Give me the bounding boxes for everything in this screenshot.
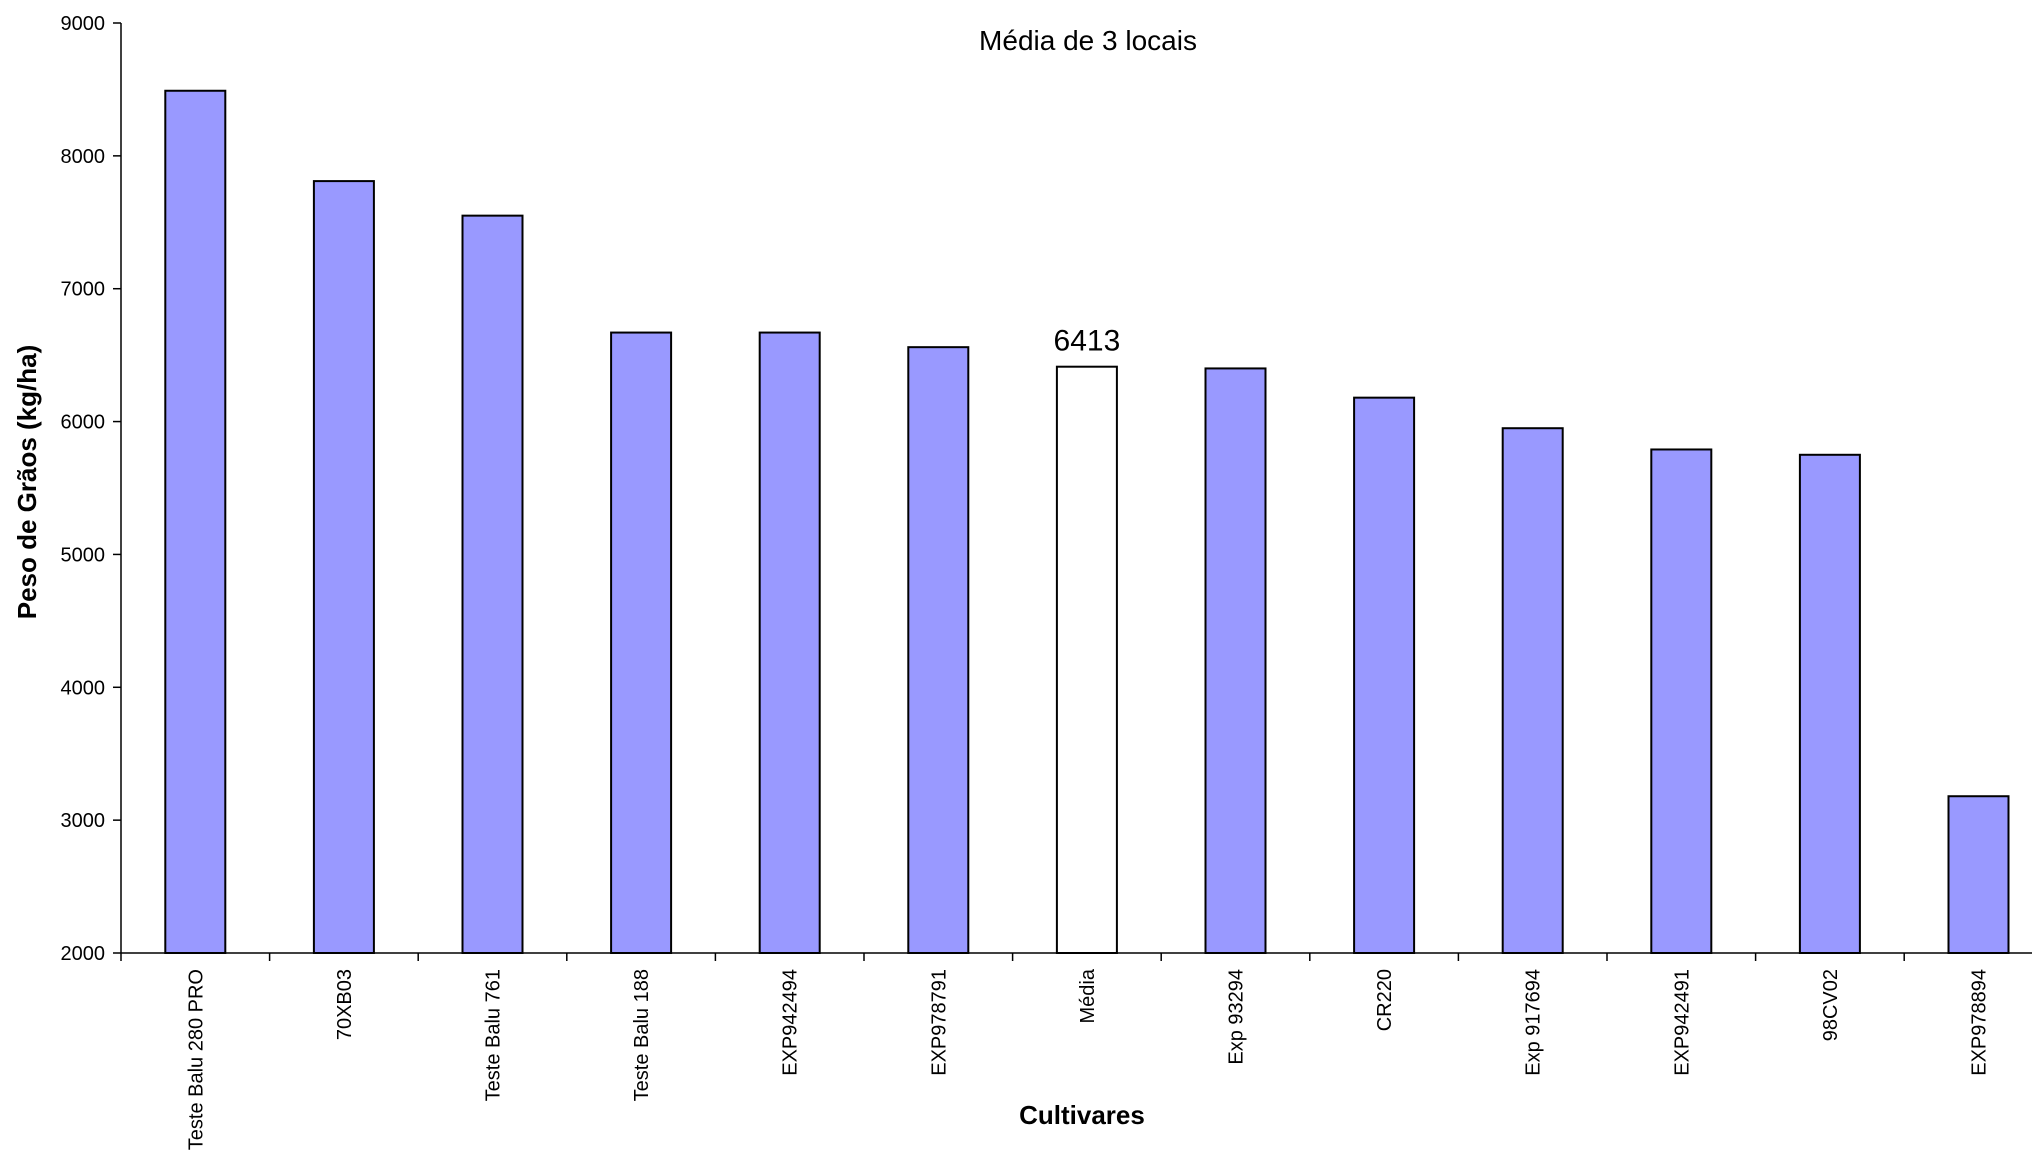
bar bbox=[1501, 427, 1564, 954]
x-tick-label: Teste Balu 188 bbox=[631, 969, 653, 1101]
bar bbox=[1947, 795, 2010, 954]
x-tick-label: Teste Balu 280 PRO bbox=[185, 969, 207, 1150]
y-tick-label: 7000 bbox=[61, 279, 106, 301]
y-tick-label: 5000 bbox=[61, 544, 106, 566]
y-tick-label: 3000 bbox=[61, 810, 106, 832]
y-tick-label: 6000 bbox=[61, 412, 106, 434]
x-tick-label: 98CV02 bbox=[1820, 969, 1842, 1041]
bar bbox=[758, 331, 821, 954]
x-tick-label: Teste Balu 761 bbox=[483, 969, 505, 1101]
bar bbox=[1353, 396, 1416, 954]
x-tick-label: Exp 917694 bbox=[1523, 969, 1545, 1076]
x-tick-label: EXP942491 bbox=[1671, 969, 1693, 1076]
bar bbox=[907, 346, 970, 954]
chart-title: Média de 3 locais bbox=[979, 25, 1197, 56]
data-label: 6413 bbox=[1054, 325, 1121, 358]
x-tick-label: 70XB03 bbox=[334, 969, 356, 1040]
y-tick-label: 2000 bbox=[61, 943, 106, 965]
y-axis-title: Peso de Grãos (kg/ha) bbox=[12, 345, 42, 620]
bar bbox=[312, 180, 375, 955]
bar bbox=[164, 89, 227, 954]
x-axis-title: Cultivares bbox=[1019, 1100, 1145, 1130]
x-tick-label: CR220 bbox=[1374, 969, 1396, 1031]
bar bbox=[1650, 448, 1713, 954]
bar-media bbox=[1055, 365, 1118, 954]
plot-area: 2000 3000 4000 5000 6000 7000 8000 9000 Teste Ba… bbox=[61, 13, 2032, 1150]
y-tick-label: 8000 bbox=[61, 146, 106, 168]
bar bbox=[1204, 367, 1267, 954]
x-tick-label: Média bbox=[1077, 968, 1099, 1023]
x-tick-label: EXP942494 bbox=[780, 969, 802, 1076]
bar bbox=[1798, 453, 1861, 954]
x-tick-label: EXP978791 bbox=[928, 969, 950, 1076]
x-tick-label: EXP978894 bbox=[1969, 969, 1991, 1076]
y-tick-label: 9000 bbox=[61, 13, 106, 35]
bar bbox=[461, 214, 524, 954]
bar bbox=[610, 331, 673, 954]
y-tick-label: 4000 bbox=[61, 677, 106, 699]
x-tick-label: Exp 93294 bbox=[1226, 969, 1248, 1065]
